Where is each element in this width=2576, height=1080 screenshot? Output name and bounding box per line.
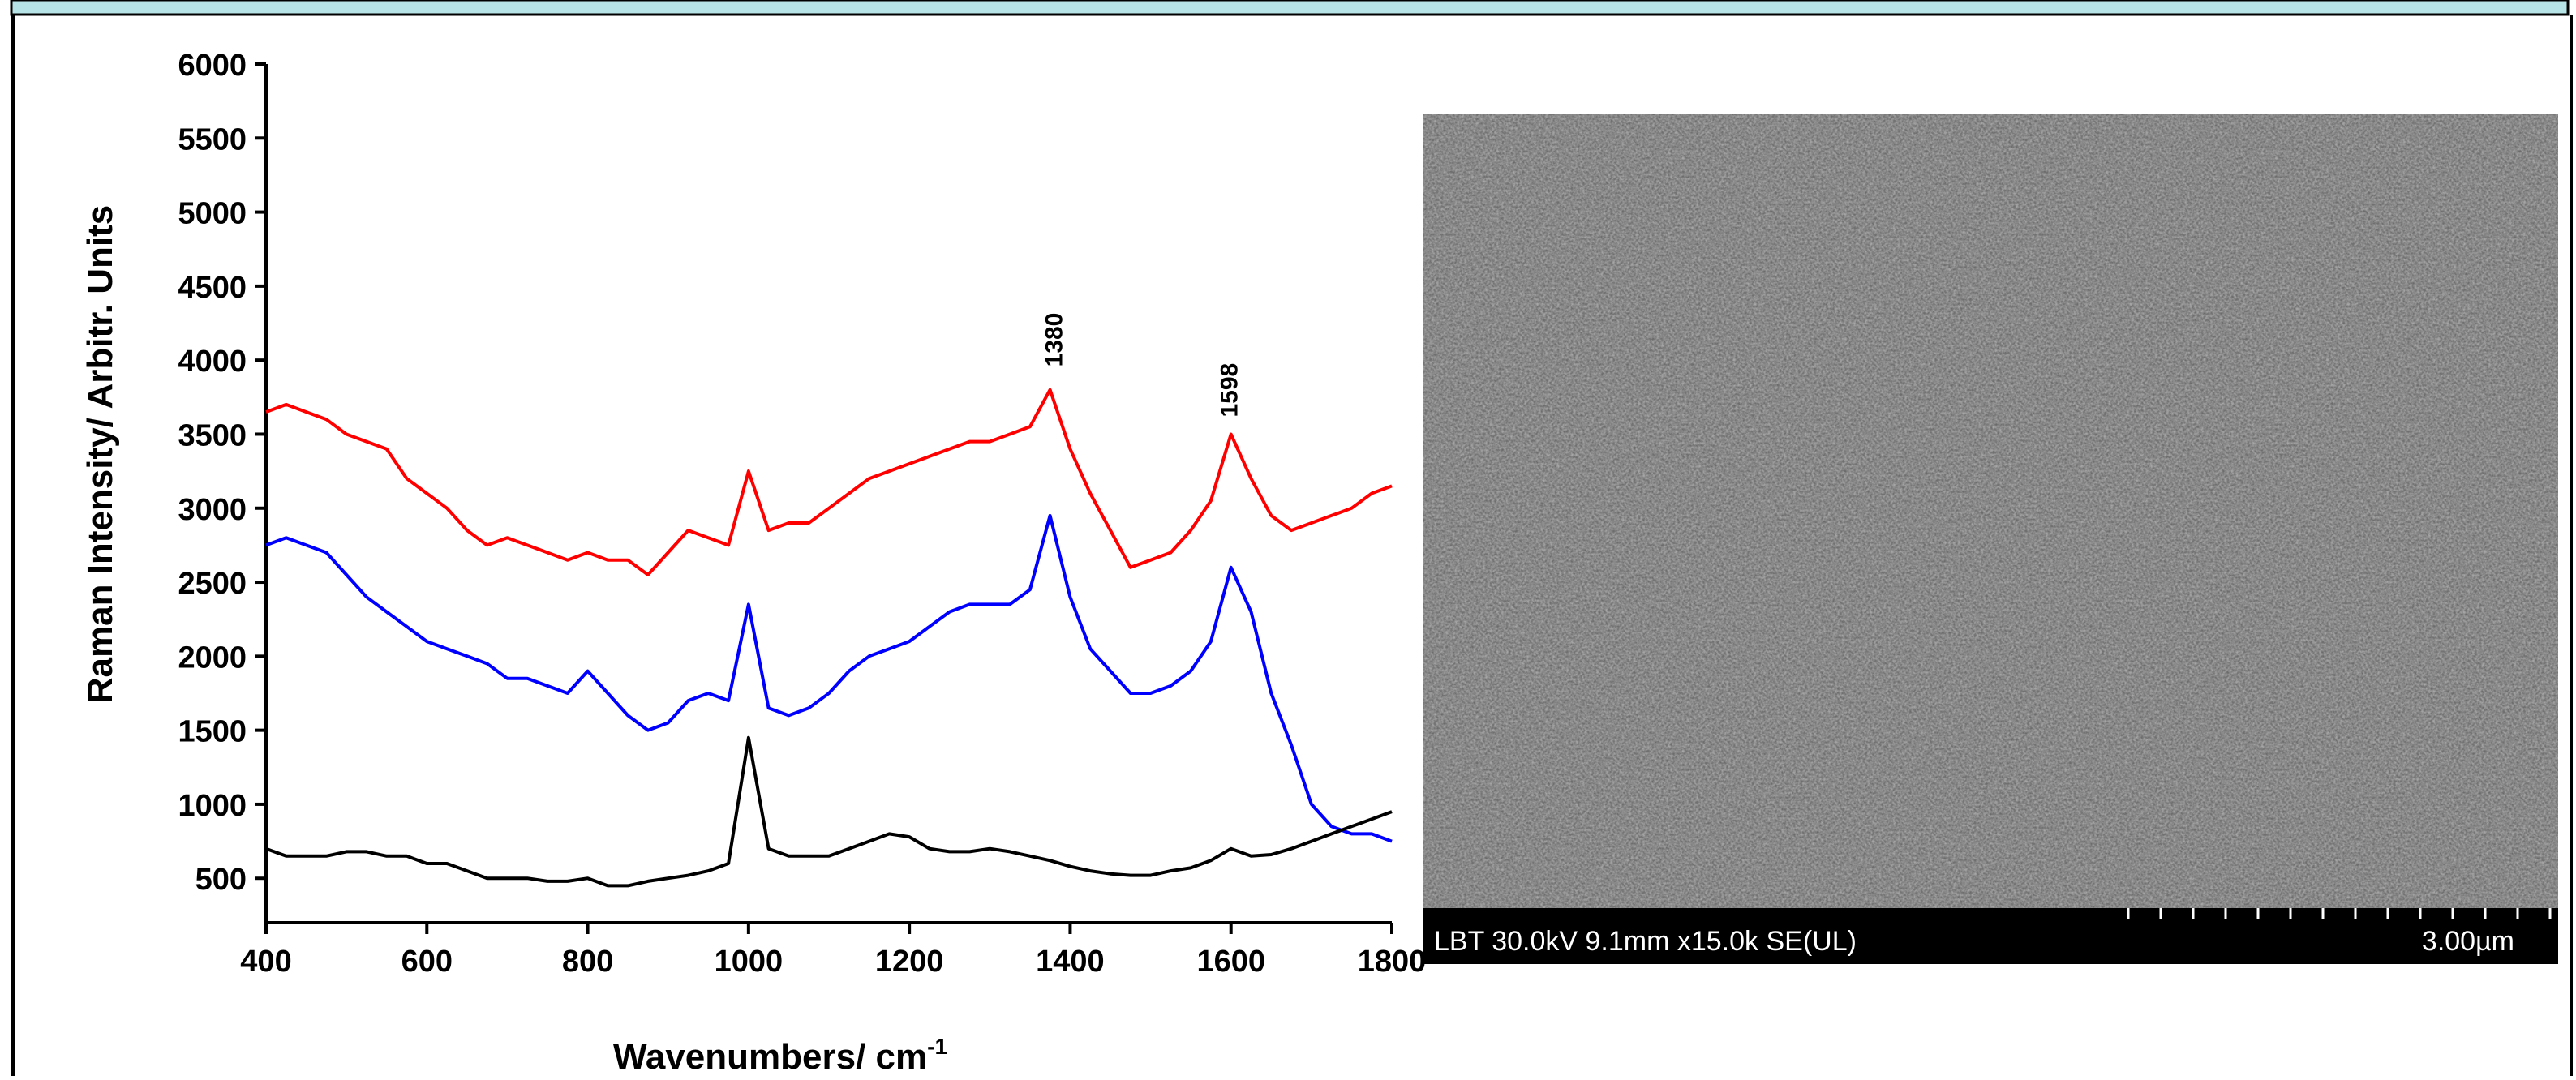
x-tick-label: 400 xyxy=(240,945,291,979)
y-tick-label: 1000 xyxy=(178,789,247,823)
y-tick-label: 4000 xyxy=(178,345,247,379)
sem-caption: LBT 30.0kV 9.1mm x15.0k SE(UL) xyxy=(1434,926,1857,957)
y-tick-label: 500 xyxy=(195,863,247,897)
x-tick-label: 1600 xyxy=(1196,945,1265,979)
y-tick-label: 3000 xyxy=(178,493,247,527)
sem-info-bar xyxy=(1423,908,2558,964)
y-tick-label: 5000 xyxy=(178,197,247,231)
x-axis-label-sup: -1 xyxy=(927,1034,947,1059)
y-tick-label: 1500 xyxy=(178,715,247,749)
scale-bar xyxy=(2127,908,2552,919)
sem-scale: 3.00µm xyxy=(2422,926,2514,957)
y-axis-label: Raman Intensity/ Arbitr. Units xyxy=(80,205,120,703)
x-axis-label: Wavenumbers/ cm-1 xyxy=(613,1034,947,1076)
x-tick-label: 1000 xyxy=(715,945,784,979)
x-tick-label: 1200 xyxy=(875,945,944,979)
x-tick-label: 1800 xyxy=(1358,945,1427,979)
y-tick-label: 2000 xyxy=(178,641,247,675)
x-tick-label: 800 xyxy=(562,945,613,979)
series-line xyxy=(265,388,1393,576)
banner xyxy=(10,0,2570,16)
y-tick-label: 4500 xyxy=(178,271,247,305)
x-tick-label: 600 xyxy=(401,945,453,979)
sem-texture xyxy=(1423,114,2558,908)
series-line xyxy=(265,735,1393,888)
peak-label: 1380 xyxy=(1041,313,1068,367)
y-tick-label: 2500 xyxy=(178,567,247,601)
peak-label: 1598 xyxy=(1217,363,1243,418)
x-tick-label: 1400 xyxy=(1036,945,1105,979)
y-tick-label: 6000 xyxy=(178,49,247,83)
sem-image: LBT 30.0kV 9.1mm x15.0k SE(UL) 3.00µm xyxy=(1423,114,2558,964)
series-line xyxy=(265,513,1393,843)
y-tick-label: 3500 xyxy=(178,418,247,452)
y-tick-label: 5500 xyxy=(178,122,247,156)
x-axis-label-text: Wavenumbers/ cm xyxy=(613,1037,927,1076)
